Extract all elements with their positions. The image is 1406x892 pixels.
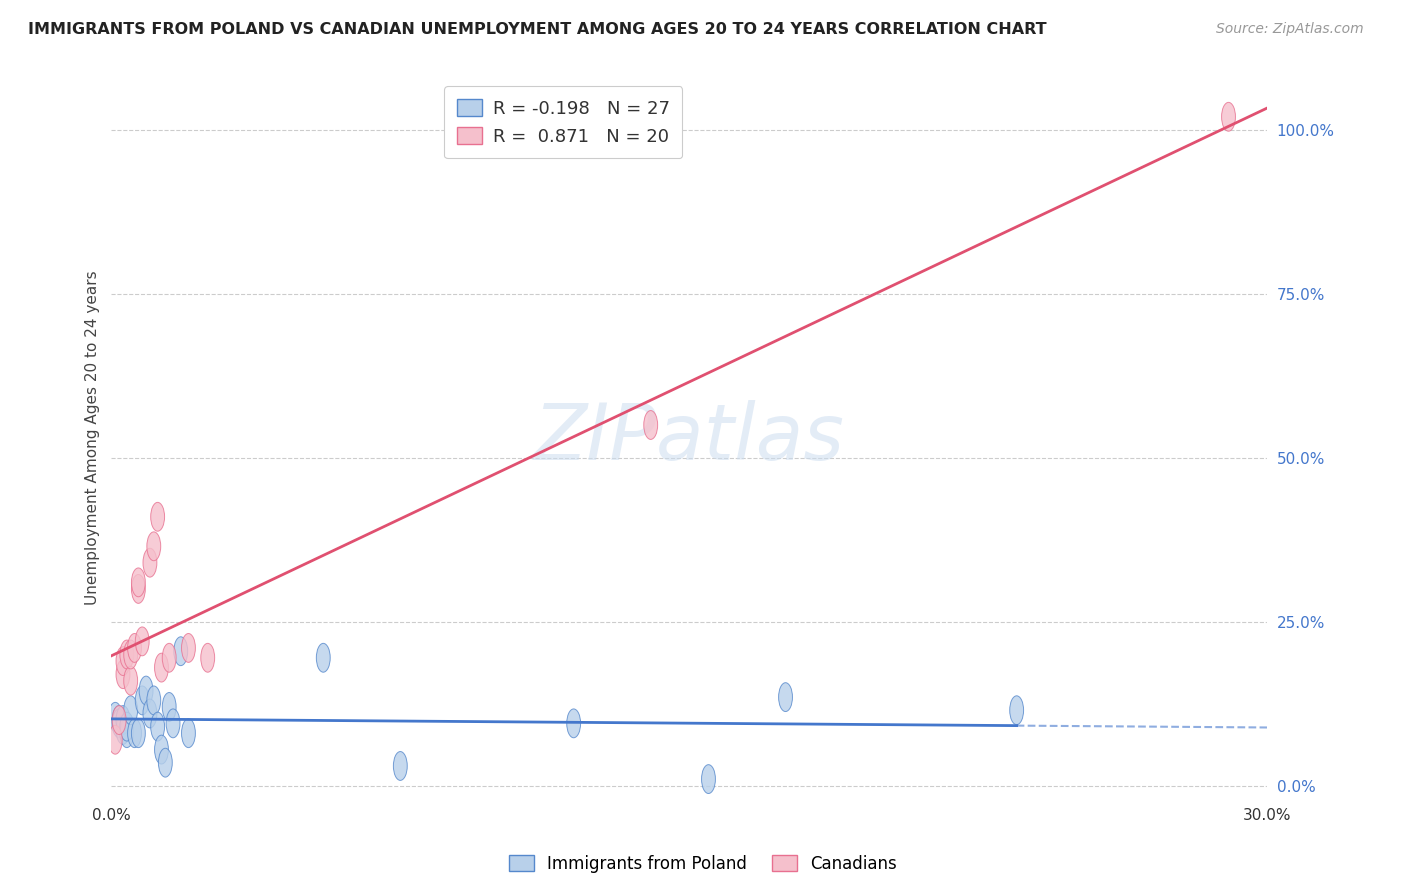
Ellipse shape (108, 725, 122, 754)
Ellipse shape (159, 748, 173, 777)
Ellipse shape (117, 647, 129, 675)
Ellipse shape (181, 719, 195, 747)
Ellipse shape (702, 764, 716, 794)
Ellipse shape (1010, 696, 1024, 724)
Ellipse shape (120, 640, 134, 669)
Ellipse shape (117, 715, 129, 744)
Ellipse shape (112, 709, 127, 738)
Ellipse shape (166, 709, 180, 738)
Ellipse shape (124, 666, 138, 695)
Ellipse shape (112, 706, 127, 734)
Text: Source: ZipAtlas.com: Source: ZipAtlas.com (1216, 22, 1364, 37)
Ellipse shape (155, 653, 169, 682)
Ellipse shape (201, 643, 215, 673)
Text: IMMIGRANTS FROM POLAND VS CANADIAN UNEMPLOYMENT AMONG AGES 20 TO 24 YEARS CORREL: IMMIGRANTS FROM POLAND VS CANADIAN UNEMP… (28, 22, 1046, 37)
Ellipse shape (146, 532, 160, 561)
Ellipse shape (150, 712, 165, 741)
Ellipse shape (128, 719, 142, 747)
Text: ZIPatlas: ZIPatlas (534, 401, 845, 476)
Ellipse shape (135, 686, 149, 714)
Ellipse shape (394, 752, 408, 780)
Legend: R = -0.198   N = 27, R =  0.871   N = 20: R = -0.198 N = 27, R = 0.871 N = 20 (444, 87, 682, 159)
Ellipse shape (124, 640, 138, 669)
Ellipse shape (112, 706, 127, 734)
Ellipse shape (131, 568, 145, 597)
Ellipse shape (162, 643, 176, 673)
Ellipse shape (135, 627, 149, 656)
Ellipse shape (117, 706, 129, 734)
Ellipse shape (174, 637, 187, 665)
Ellipse shape (139, 676, 153, 705)
Ellipse shape (120, 719, 134, 747)
Ellipse shape (150, 502, 165, 532)
Ellipse shape (128, 633, 142, 663)
Ellipse shape (143, 549, 157, 577)
Ellipse shape (131, 574, 145, 603)
Ellipse shape (1222, 103, 1236, 131)
Ellipse shape (146, 686, 160, 714)
Ellipse shape (779, 682, 793, 712)
Ellipse shape (162, 692, 176, 722)
Ellipse shape (567, 709, 581, 738)
Ellipse shape (644, 410, 658, 440)
Ellipse shape (120, 712, 134, 741)
Y-axis label: Unemployment Among Ages 20 to 24 years: Unemployment Among Ages 20 to 24 years (86, 271, 100, 606)
Ellipse shape (155, 735, 169, 764)
Ellipse shape (181, 633, 195, 663)
Ellipse shape (124, 696, 138, 724)
Ellipse shape (108, 702, 122, 731)
Ellipse shape (143, 699, 157, 728)
Ellipse shape (117, 660, 129, 689)
Ellipse shape (316, 643, 330, 673)
Legend: Immigrants from Poland, Canadians: Immigrants from Poland, Canadians (502, 848, 904, 880)
Ellipse shape (131, 719, 145, 747)
